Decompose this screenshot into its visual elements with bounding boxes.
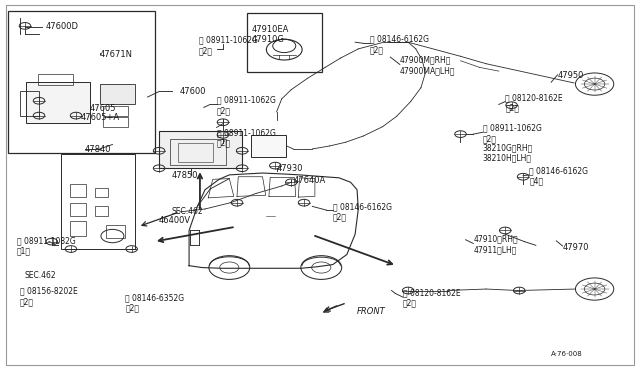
Text: Ⓑ 08146-6162G
（2）: Ⓑ 08146-6162G （2） <box>370 35 429 54</box>
FancyBboxPatch shape <box>251 135 286 157</box>
FancyBboxPatch shape <box>26 82 90 123</box>
Text: Ⓑ 08146-6162G
（4）: Ⓑ 08146-6162G （4） <box>529 166 588 186</box>
Text: 47640A: 47640A <box>293 176 325 185</box>
Text: SEC.462: SEC.462 <box>172 207 204 216</box>
Text: SEC.462: SEC.462 <box>25 271 56 280</box>
Text: A·76·008: A·76·008 <box>551 350 583 356</box>
Text: 47910EA
47910G: 47910EA 47910G <box>252 25 289 45</box>
FancyBboxPatch shape <box>100 84 135 105</box>
Text: Ⓑ 08120-8162E
（2）: Ⓑ 08120-8162E （2） <box>505 93 563 112</box>
Text: Ⓑ 08156-8202E
（2）: Ⓑ 08156-8202E （2） <box>20 287 77 306</box>
Text: Ⓑ 08120-8162E
（2）: Ⓑ 08120-8162E （2） <box>403 288 461 308</box>
Text: Ⓝ 08911-1062G
（2）: Ⓝ 08911-1062G （2） <box>198 35 257 55</box>
Text: 47671N: 47671N <box>100 50 132 59</box>
Text: 47840: 47840 <box>85 145 111 154</box>
Text: 47900M（RH）
47900MA（LH）: 47900M（RH） 47900MA（LH） <box>400 56 455 75</box>
Text: 46400V: 46400V <box>159 216 191 225</box>
Text: Ⓝ 08911-1082G
（1）: Ⓝ 08911-1082G （1） <box>17 236 76 256</box>
Text: Ⓝ 08911-1062G
（2）: Ⓝ 08911-1062G （2） <box>483 124 541 143</box>
Text: 47850: 47850 <box>172 171 198 180</box>
Text: Ⓝ 08911-1062G
（2）: Ⓝ 08911-1062G （2） <box>216 128 275 148</box>
Text: Ⓝ 08911-1062G
（2）: Ⓝ 08911-1062G （2） <box>216 96 275 115</box>
Text: 38210G（RH）
38210H（LH）: 38210G（RH） 38210H（LH） <box>483 143 533 162</box>
FancyBboxPatch shape <box>159 131 242 168</box>
Text: 47970: 47970 <box>563 243 589 251</box>
Text: 47605+A: 47605+A <box>81 113 120 122</box>
Text: 47600D: 47600D <box>45 22 78 31</box>
Text: 47950: 47950 <box>557 71 584 80</box>
Text: 47910（RH）
47911（LH）: 47910（RH） 47911（LH） <box>473 235 518 254</box>
Text: 47600: 47600 <box>179 87 206 96</box>
Text: 47605: 47605 <box>90 104 116 113</box>
Text: Ⓑ 08146-6352G
（2）: Ⓑ 08146-6352G （2） <box>125 293 184 312</box>
Text: Ⓑ 08146-6162G
（2）: Ⓑ 08146-6162G （2） <box>333 202 392 222</box>
Text: FRONT: FRONT <box>357 307 386 316</box>
Text: 47930: 47930 <box>276 164 303 173</box>
